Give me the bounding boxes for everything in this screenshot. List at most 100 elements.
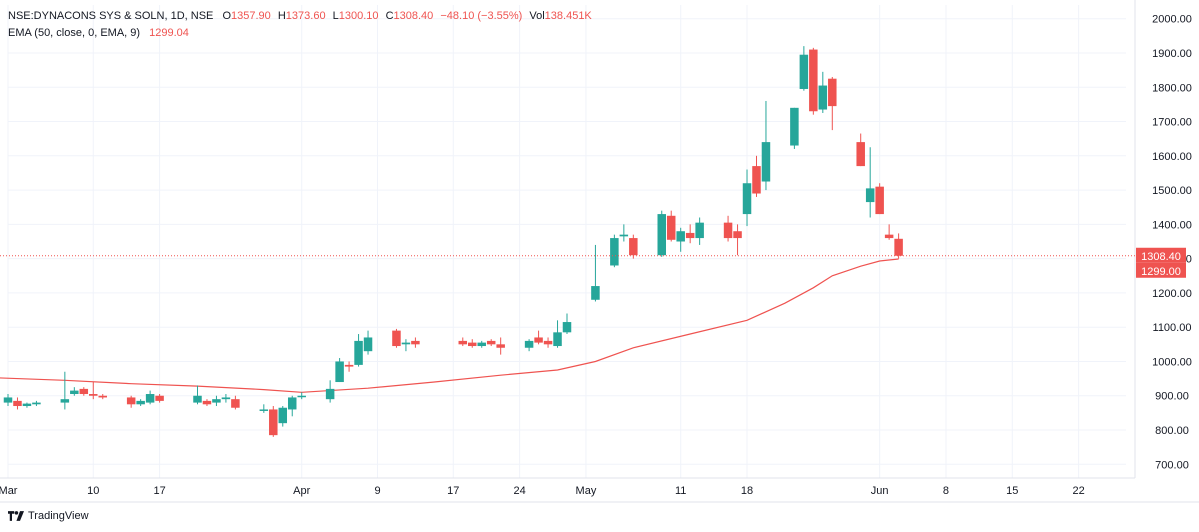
candle-body <box>790 107 799 146</box>
candle-body <box>468 342 477 347</box>
candle-body <box>856 142 865 167</box>
y-tick-label: 1200.00 <box>1152 288 1192 300</box>
candle-body <box>325 388 335 400</box>
candle-body <box>278 407 288 424</box>
y-tick-label: 1500.00 <box>1152 185 1192 197</box>
candle-body <box>486 340 496 345</box>
high-label: H <box>277 10 286 22</box>
y-tick-label: 1100.00 <box>1153 322 1192 334</box>
candle-body <box>884 234 894 239</box>
last-price-label: 1308.40 <box>1141 251 1181 263</box>
candle-body <box>534 337 543 343</box>
candle-body <box>136 400 145 405</box>
candle-body <box>344 364 354 367</box>
candle-body <box>496 344 505 348</box>
candle-body <box>392 330 401 347</box>
scale-settings-icon <box>1137 483 1153 499</box>
candle-body <box>524 340 534 348</box>
y-tick-label: 800.00 <box>1155 425 1189 437</box>
low-value: 1300.10 <box>338 10 379 22</box>
ema-layer <box>0 258 899 393</box>
candle-body <box>401 342 411 345</box>
volume-label: Vol <box>529 10 545 22</box>
candle-body <box>629 238 638 256</box>
candle-body <box>657 214 666 256</box>
candle-body <box>193 395 202 403</box>
candle-body <box>145 394 155 403</box>
ohlc-legend: NSE:DYNACONS SYS & SOLN, 1D, NSE O1357.9… <box>8 10 592 22</box>
candle-body <box>619 234 629 237</box>
ema-value: 1299.04 <box>149 27 189 39</box>
candle-body <box>761 142 771 182</box>
ema-legend[interactable]: EMA (50, close, 0, EMA, 9) 1299.04 <box>8 27 189 39</box>
candle-body <box>742 183 752 215</box>
x-tick-label: 10 <box>87 485 99 497</box>
tradingview-name: TradingView <box>28 510 89 522</box>
y-tick-label: 1600.00 <box>1152 151 1192 163</box>
candle-body <box>875 186 884 215</box>
candle-body <box>335 361 344 383</box>
close-value: 1308.40 <box>393 10 434 22</box>
candle-body <box>354 340 363 365</box>
x-tick-label: 15 <box>1006 485 1018 497</box>
tradingview-logo-icon <box>8 511 24 521</box>
candle-body <box>287 397 297 410</box>
x-tick-label: 17 <box>447 485 459 497</box>
y-tick-label: 1700.00 <box>1152 117 1192 129</box>
x-tick-label: Apr <box>293 485 310 497</box>
x-tick-label: 8 <box>943 485 949 497</box>
candle-body <box>126 397 136 405</box>
candle-body <box>363 337 373 352</box>
x-tick-label: 18 <box>741 485 753 497</box>
candle-body <box>695 222 704 239</box>
candle-body <box>155 395 164 401</box>
candle-body <box>752 166 761 194</box>
y-tick-label: 1800.00 <box>1152 82 1192 94</box>
tradingview-branding[interactable]: TradingView <box>8 510 89 522</box>
candle-body <box>799 54 809 89</box>
last-price-badge <box>1136 247 1186 263</box>
candle-body <box>259 409 269 411</box>
change-value: −48.10 (−3.55%) <box>440 10 523 22</box>
x-tick-label: 22 <box>1073 485 1085 497</box>
candle-body <box>676 231 685 242</box>
y-tick-label: 700.00 <box>1155 459 1189 471</box>
candle-body <box>543 340 553 345</box>
candle-body <box>32 402 41 405</box>
y-tick-label: 2000.00 <box>1152 14 1192 26</box>
candle-body <box>231 399 240 408</box>
candle-body <box>818 85 828 110</box>
candle-body <box>828 78 837 107</box>
candle-body <box>591 286 600 300</box>
candle-body <box>685 232 695 239</box>
candle-body <box>458 340 468 345</box>
candle-body <box>562 322 572 333</box>
ema-price-badge <box>1136 262 1186 278</box>
candle-body <box>269 409 278 436</box>
y-tick-label: 1000.00 <box>1152 356 1192 368</box>
high-value: 1373.60 <box>285 10 326 22</box>
axes: 700.00 800.00 900.00 1000.00 1100.00 1200.00 1… <box>0 0 1199 503</box>
candle-body <box>13 400 22 407</box>
open-value: 1357.90 <box>231 10 271 22</box>
x-tick-label: Mar <box>0 485 18 497</box>
candle-body <box>553 332 562 347</box>
candle-body <box>202 400 212 405</box>
candle-body <box>60 399 70 403</box>
low-label: L <box>332 10 339 22</box>
x-tick-label: Jun <box>871 485 889 497</box>
candle-body <box>22 403 32 407</box>
symbol-label[interactable]: NSE:DYNACONS SYS & SOLN, 1D, NSE <box>8 10 214 22</box>
candle-body <box>610 238 619 266</box>
candle-body <box>79 388 89 395</box>
open-label: O <box>222 10 232 22</box>
candle-body <box>865 188 875 203</box>
y-tick-label: 1900.00 <box>1152 48 1192 60</box>
candle-body <box>723 222 733 239</box>
x-tick-label: May <box>576 485 597 497</box>
y-tick-label: 900.00 <box>1155 391 1189 403</box>
candle-body <box>212 399 221 403</box>
y-tick-label: 1400.00 <box>1152 219 1192 231</box>
candle-body <box>477 342 486 347</box>
